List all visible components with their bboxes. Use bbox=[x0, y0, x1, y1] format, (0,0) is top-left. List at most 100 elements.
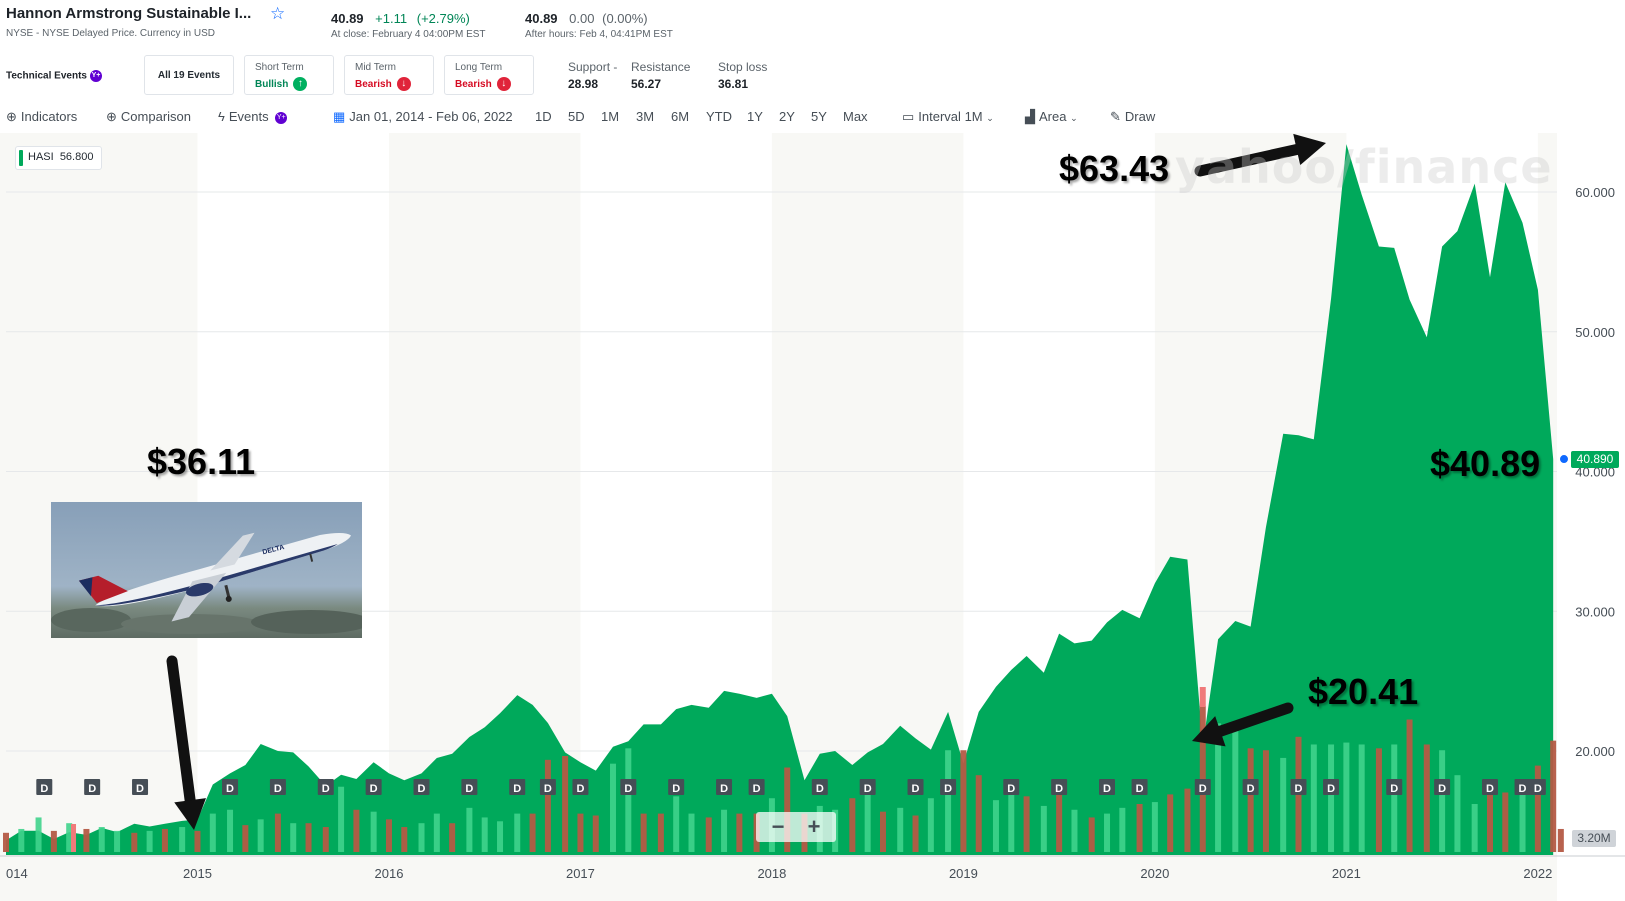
chart-type-label: Area bbox=[1039, 109, 1067, 124]
volume-bar bbox=[18, 828, 25, 852]
dividend-marker-label: D bbox=[912, 783, 920, 795]
volume-bar bbox=[1184, 788, 1191, 852]
zoom-controls: − + bbox=[756, 812, 836, 842]
close-quote: 40.89 +1.11 (+2.79%) bbox=[331, 11, 470, 26]
volume-bar bbox=[1088, 817, 1095, 852]
volume-bar bbox=[131, 832, 138, 852]
dividend-marker bbox=[1290, 779, 1307, 795]
volume-bar bbox=[385, 819, 392, 852]
price-chart[interactable]: 20.000 30.000 40.000 50.000 60.000 D D D D D D D D D D… bbox=[0, 133, 1625, 901]
dividend-marker-label: D bbox=[624, 783, 632, 795]
dividend-marker-label: D bbox=[1007, 783, 1015, 795]
volume-bar bbox=[1247, 748, 1254, 852]
dividend-marker-label: D bbox=[544, 783, 552, 795]
range-1d[interactable]: 1D bbox=[535, 109, 552, 124]
range-6m[interactable]: 6M bbox=[671, 109, 690, 124]
short-term-value: Bullish bbox=[255, 78, 289, 90]
dividend-marker-label: D bbox=[576, 783, 584, 795]
mid-term-card[interactable]: Mid Term Bearish ↓ bbox=[344, 55, 434, 95]
chart-type-dropdown[interactable]: ▟ Area ⌄ bbox=[1025, 109, 1078, 125]
dividend-marker bbox=[1099, 779, 1116, 795]
range-ytd[interactable]: YTD bbox=[706, 109, 732, 124]
dividend-marker-label: D bbox=[720, 783, 728, 795]
stop-loss: Stop loss 36.81 bbox=[718, 60, 767, 91]
events-button[interactable]: ϟ Events Y+ bbox=[218, 109, 288, 124]
indicators-button[interactable]: ⊕ Indicators bbox=[6, 109, 77, 125]
volume-bar bbox=[401, 827, 408, 852]
legend-value: 56.800 bbox=[59, 151, 94, 163]
close-change-pct: (+2.79%) bbox=[416, 11, 470, 26]
date-range-picker[interactable]: ▦ Jan 01, 2014 - Feb 06, 2022 bbox=[333, 109, 513, 125]
volume-bar bbox=[66, 823, 73, 852]
dividend-marker-label: D bbox=[1199, 783, 1207, 795]
plus-circle-icon: ⊕ bbox=[6, 109, 17, 124]
dividend-marker-label: D bbox=[513, 783, 521, 795]
short-term-card[interactable]: Short Term Bullish ↑ bbox=[244, 55, 334, 95]
arrow-to-peak bbox=[1194, 144, 1303, 177]
volume-bar bbox=[449, 823, 456, 852]
range-3m[interactable]: 3M bbox=[636, 109, 655, 124]
dividend-marker bbox=[1131, 779, 1148, 795]
volume-bar bbox=[1534, 765, 1541, 852]
lightning-icon: ϟ bbox=[218, 109, 225, 124]
dividend-marker bbox=[509, 779, 526, 795]
volume-bar bbox=[577, 813, 584, 852]
calendar-icon: ▦ bbox=[333, 109, 346, 124]
long-term-card[interactable]: Long Term Bearish ↓ bbox=[444, 55, 534, 95]
dividend-marker bbox=[572, 779, 589, 795]
dividend-marker bbox=[1051, 779, 1068, 795]
interval-icon: ▭ bbox=[902, 109, 915, 124]
long-term-value: Bearish bbox=[455, 78, 492, 90]
all-events-button[interactable]: All 19 Events bbox=[144, 55, 234, 95]
y-tick-label: 20.000 bbox=[1575, 744, 1615, 759]
range-max[interactable]: Max bbox=[843, 109, 868, 124]
volume-bar bbox=[1328, 744, 1335, 852]
range-1y[interactable]: 1Y bbox=[747, 109, 763, 124]
volume-bar bbox=[864, 788, 871, 852]
range-2y[interactable]: 2Y bbox=[779, 109, 795, 124]
comparison-button[interactable]: ⊕ Comparison bbox=[106, 109, 191, 125]
dividend-marker-label: D bbox=[1055, 783, 1063, 795]
dividend-marker bbox=[84, 779, 101, 795]
dividend-marker bbox=[413, 779, 430, 795]
volume-bar bbox=[227, 809, 234, 852]
dividend-marker bbox=[716, 779, 733, 795]
volume-bar bbox=[1557, 828, 1564, 852]
volume-bar bbox=[1310, 744, 1317, 852]
volume-bar bbox=[1502, 792, 1509, 852]
interval-dropdown[interactable]: ▭ Interval 1M ⌄ bbox=[902, 109, 994, 125]
dividend-marker-label: D bbox=[40, 783, 48, 795]
volume-bar bbox=[1423, 744, 1430, 852]
volume-bar bbox=[322, 827, 329, 852]
y-axis-background bbox=[1557, 133, 1625, 901]
volume-bar bbox=[544, 759, 551, 852]
dividend-marker bbox=[940, 779, 957, 795]
range-1m[interactable]: 1M bbox=[601, 109, 620, 124]
x-tick-label: 2019 bbox=[949, 866, 978, 881]
chart-toolbar: ⊕ Indicators ⊕ Comparison ϟ Events Y+ ▦ Jan … bbox=[0, 107, 1625, 129]
arrow-to-low-head bbox=[1192, 716, 1226, 747]
watchlist-star-icon[interactable]: ☆ bbox=[270, 4, 286, 23]
pencil-icon: ✎ bbox=[1110, 109, 1121, 124]
y-tick-label: 30.000 bbox=[1575, 604, 1615, 619]
draw-button[interactable]: ✎ Draw bbox=[1110, 109, 1155, 125]
volume-bar bbox=[1262, 750, 1269, 852]
price-area bbox=[6, 144, 1554, 856]
zoom-out-button[interactable]: − bbox=[771, 814, 785, 839]
after-change: 0.00 bbox=[569, 11, 595, 26]
dividend-marker bbox=[1242, 779, 1259, 795]
close-change: +1.11 bbox=[375, 11, 408, 26]
zoom-in-button[interactable]: + bbox=[807, 814, 821, 839]
close-price: 40.89 bbox=[331, 11, 364, 26]
volume-bar bbox=[1486, 794, 1493, 852]
range-5d[interactable]: 5D bbox=[568, 109, 585, 124]
dividend-marker-label: D bbox=[322, 783, 330, 795]
x-tick-label: 014 bbox=[6, 866, 28, 881]
yahoo-finance-watermark: yahoo/finance bbox=[1175, 140, 1553, 194]
dividend-marker-label: D bbox=[226, 783, 234, 795]
resistance: Resistance 56.27 bbox=[631, 60, 690, 91]
dividend-marker bbox=[1194, 779, 1211, 795]
volume-bar bbox=[975, 775, 982, 852]
range-5y[interactable]: 5Y bbox=[811, 109, 827, 124]
volume-bar bbox=[640, 813, 647, 852]
